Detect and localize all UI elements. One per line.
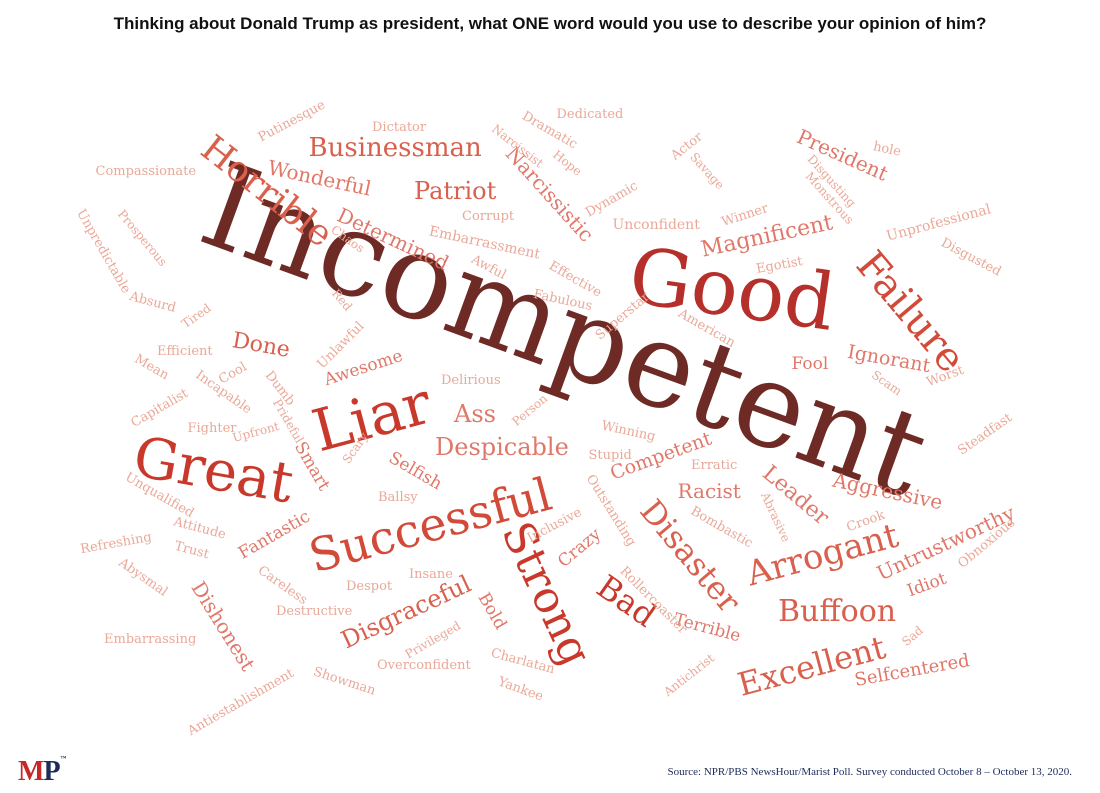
page-title: Thinking about Donald Trump as president…: [113, 14, 987, 33]
source-note: Source: NPR/PBS NewsHour/Marist Poll. Su…: [667, 766, 1072, 778]
cloud-word: Racist: [677, 479, 741, 503]
cloud-word: Despot: [346, 578, 393, 594]
cloud-word: Showman: [310, 663, 377, 699]
cloud-word: Hope: [550, 147, 585, 179]
cloud-word: Ass: [454, 400, 496, 428]
cloud-word: Dedicated: [556, 106, 624, 122]
cloud-word: Insane: [409, 566, 453, 582]
marist-poll-logo: MP™: [18, 756, 67, 787]
cloud-word: Unprofessional: [884, 201, 993, 245]
cloud-word: Dishonest: [185, 576, 260, 676]
cloud-word: Abysmal: [115, 554, 171, 600]
cloud-word: Efficient: [157, 343, 213, 359]
cloud-word: Careless: [254, 562, 310, 608]
cloud-word: Stupid: [588, 447, 632, 463]
cloud-word: Delirious: [441, 372, 501, 388]
cloud-word: Buffoon: [778, 594, 897, 629]
cloud-word: Tired: [178, 300, 214, 332]
cloud-word: Antiestablishment: [185, 665, 297, 739]
cloud-word: Refreshing: [79, 529, 153, 557]
cloud-word: Capitalist: [127, 385, 191, 431]
cloud-word: Done: [230, 328, 292, 363]
cloud-word: Erratic: [691, 457, 738, 473]
cloud-word: Corrupt: [462, 208, 515, 224]
cloud-word: Antichrist: [661, 650, 718, 700]
cloud-word: Patriot: [414, 177, 497, 205]
cloud-word: Excellent: [733, 628, 889, 704]
cloud-word: Yankee: [495, 673, 545, 705]
cloud-word: Fighter: [187, 420, 237, 436]
cloud-word: Person: [508, 391, 550, 429]
cloud-word: Prosperous: [114, 207, 170, 269]
cloud-word: Idiot: [904, 568, 950, 601]
cloud-word: Bold: [473, 588, 510, 633]
cloud-word: Overconfident: [377, 657, 471, 673]
cloud-word: Despicable: [435, 433, 569, 461]
cloud-word: Crazy: [554, 523, 606, 572]
cloud-word: Privileged: [402, 618, 464, 662]
cloud-word: Businessman: [308, 133, 482, 163]
cloud-word: Trust: [172, 538, 210, 562]
cloud-word: hole: [871, 138, 903, 160]
cloud-word: Embarrassing: [104, 631, 197, 647]
cloud-word: Steadfast: [955, 409, 1016, 459]
cloud-word: Fantastic: [234, 506, 314, 564]
cloud-word: Savage: [687, 149, 728, 193]
cloud-word: Destructive: [276, 603, 353, 619]
cloud-word: Liar: [304, 368, 438, 466]
cloud-word: Attitude: [171, 513, 227, 543]
cloud-word: Dictator: [372, 119, 427, 135]
cloud-word: Fool: [791, 353, 829, 374]
cloud-word: Absurd: [127, 288, 177, 316]
cloud-word: Ballsy: [378, 489, 418, 505]
cloud-word: Arrogant: [741, 515, 903, 595]
cloud-word: Dynamic: [583, 178, 641, 220]
cloud-word: Sad: [898, 623, 926, 649]
cloud-word: Compassionate: [95, 163, 197, 179]
cloud-word: Upfront: [231, 419, 281, 445]
cloud-word: Unconfident: [612, 217, 700, 233]
cloud-word: Disgusted: [938, 234, 1004, 280]
